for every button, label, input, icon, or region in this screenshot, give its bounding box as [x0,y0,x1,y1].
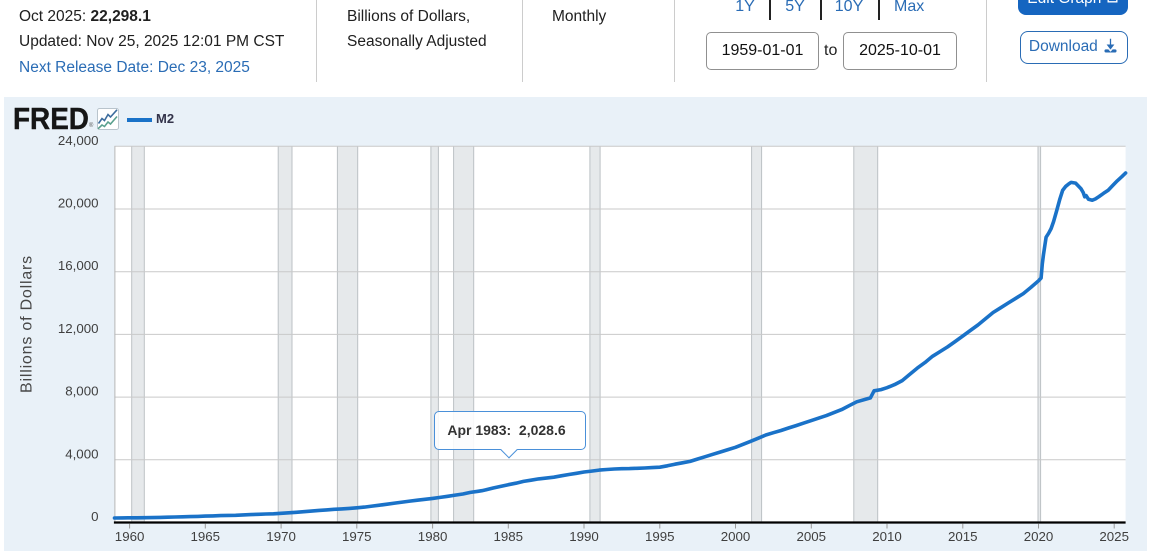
svg-text:20,000: 20,000 [58,196,99,211]
svg-text:2025: 2025 [1099,529,1129,544]
svg-text:2005: 2005 [797,529,827,544]
svg-text:1970: 1970 [266,529,296,544]
svg-text:8,000: 8,000 [65,384,98,399]
svg-text:1995: 1995 [645,529,675,544]
svg-text:2010: 2010 [872,529,902,544]
svg-text:2015: 2015 [948,529,978,544]
svg-text:24,000: 24,000 [58,133,99,148]
svg-text:1965: 1965 [191,529,221,544]
svg-text:1975: 1975 [342,529,372,544]
svg-text:2000: 2000 [721,529,751,544]
svg-text:12,000: 12,000 [58,321,99,336]
svg-text:1980: 1980 [418,529,448,544]
svg-text:1990: 1990 [569,529,599,544]
svg-text:1960: 1960 [115,529,145,544]
svg-text:0: 0 [91,509,98,524]
svg-text:Billions of Dollars: Billions of Dollars [19,255,36,393]
svg-text:2020: 2020 [1024,529,1054,544]
svg-text:16,000: 16,000 [58,258,99,273]
svg-text:4,000: 4,000 [65,446,98,461]
svg-text:1985: 1985 [494,529,524,544]
